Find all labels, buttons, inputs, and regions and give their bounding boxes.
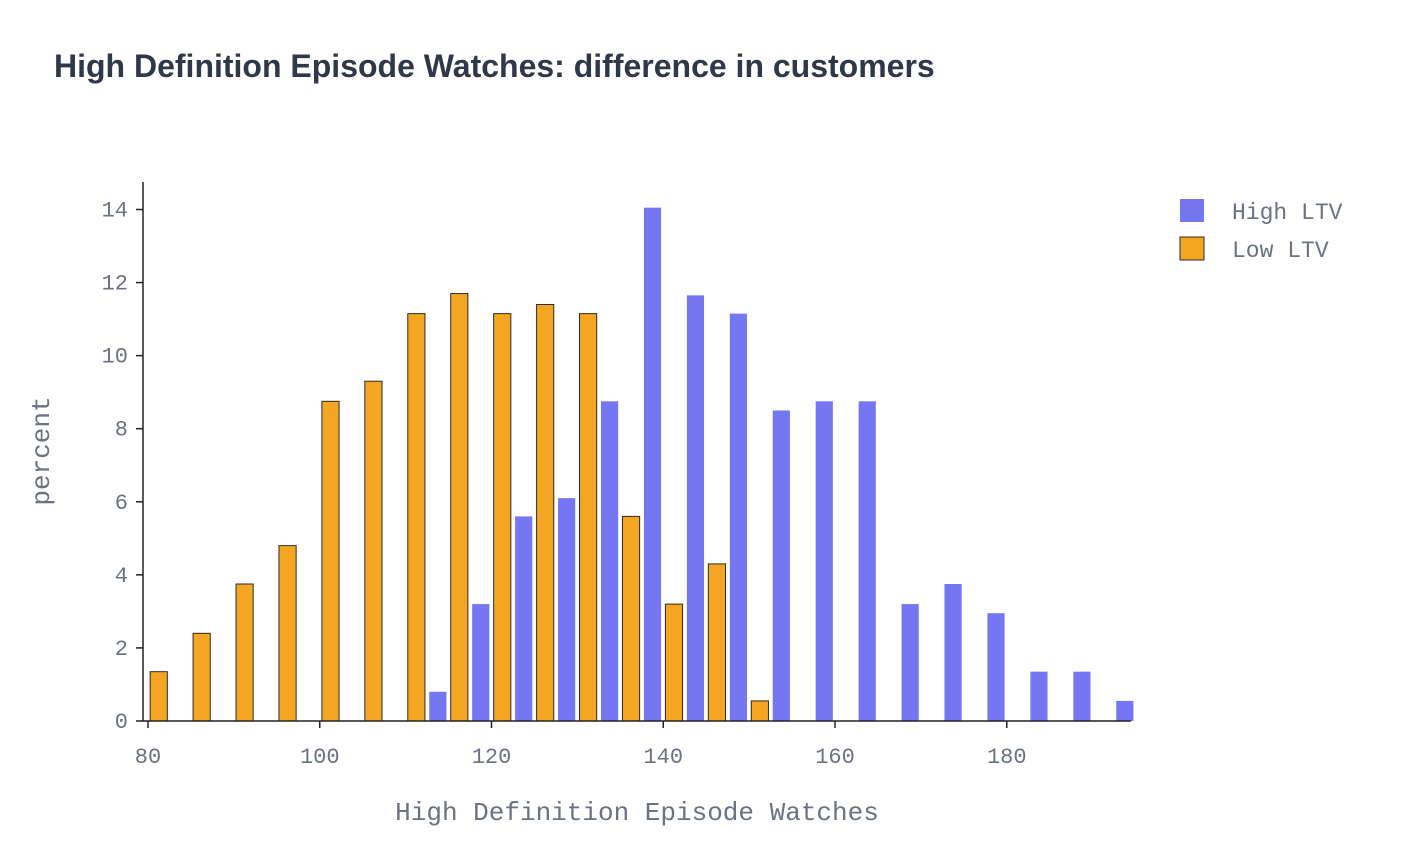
bar-high-ltv [643,207,662,721]
bar-high-ltv [558,498,576,721]
axes-layer: 0 2 4 6 8 10 12 14 80 100 120 140 160 180 [102,182,1131,770]
bar-high-ltv [815,401,833,721]
legend: High LTV Low LTV [1179,199,1343,264]
x-tick-label: 140 [643,745,683,770]
bar-high-ltv [729,313,747,721]
bar-low-ltv [364,380,383,722]
legend-swatch [1179,236,1205,261]
bar-high-ltv [858,401,876,721]
x-axis-label: High Definition Episode Watches [395,798,879,828]
x-tick-label: 120 [472,745,512,770]
y-tick-label: 6 [115,491,128,516]
y-tick-label: 4 [115,564,128,589]
bar-low-ltv [750,700,769,722]
chart-title: High Definition Episode Watches: differe… [54,48,935,84]
x-tick-label: 100 [300,745,340,770]
bar-high-ltv [987,613,1005,721]
legend-swatch [1180,199,1204,222]
bar-low-ltv [235,583,254,722]
x-tick-label: 80 [135,745,161,770]
bar-high-ltv [686,295,705,721]
bar-high-ltv [472,604,490,721]
bar-high-ltv [901,604,919,721]
bar-low-ltv [621,515,641,722]
y-tick-label: 12 [102,272,128,297]
bar-high-ltv [1030,671,1048,721]
legend-label: Low LTV [1232,238,1329,264]
bar-low-ltv [321,400,340,722]
bar-low-ltv [149,671,168,722]
bar-high-ltv [944,583,962,721]
bar-high-ltv [1073,671,1091,721]
x-tick-label: 160 [815,745,855,770]
y-tick-label: 8 [115,418,128,443]
legend-label: High LTV [1232,200,1343,226]
bars-layer [149,207,1134,722]
bar-low-ltv [707,563,727,722]
bar-high-ltv [515,516,533,721]
bar-high-ltv [1116,700,1134,721]
bar-high-ltv [600,401,619,721]
bar-low-ltv [192,632,211,722]
y-tick-label: 14 [102,199,128,224]
bar-low-ltv [407,313,426,722]
bar-low-ltv [579,313,598,722]
y-axis-label: percent [27,396,57,505]
y-tick-label: 2 [115,637,128,662]
bar-low-ltv [493,313,512,722]
bar-low-ltv [278,545,297,722]
y-tick-label: 0 [115,710,128,735]
x-tick-label: 180 [987,745,1027,770]
y-tick-label: 10 [102,345,128,370]
bar-low-ltv [450,293,469,722]
bar-low-ltv [664,603,684,722]
bar-low-ltv [536,303,555,722]
bar-high-ltv [772,410,790,721]
bar-high-ltv [429,691,447,721]
